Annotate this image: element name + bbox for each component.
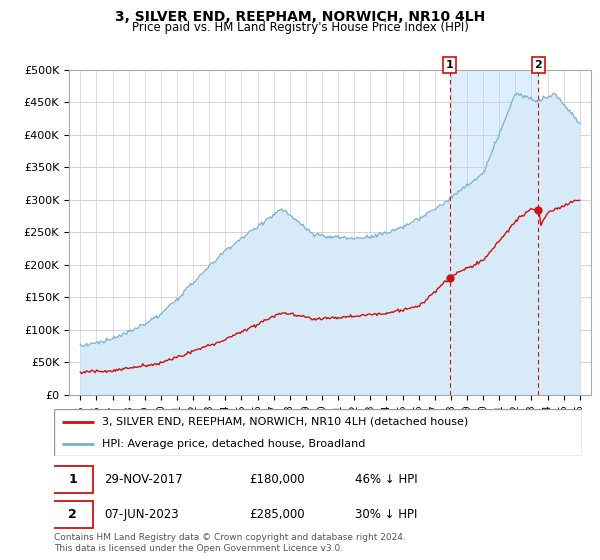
- Text: 1: 1: [446, 60, 454, 70]
- Bar: [449, 70, 538, 395]
- Text: £180,000: £180,000: [250, 473, 305, 486]
- Text: HPI: Average price, detached house, Broadland: HPI: Average price, detached house, Broa…: [101, 438, 365, 449]
- Text: 3, SILVER END, REEPHAM, NORWICH, NR10 4LH (detached house): 3, SILVER END, REEPHAM, NORWICH, NR10 4L…: [101, 417, 468, 427]
- FancyBboxPatch shape: [53, 501, 92, 528]
- Text: 2: 2: [68, 508, 77, 521]
- Text: 2: 2: [535, 60, 542, 70]
- Text: 30% ↓ HPI: 30% ↓ HPI: [355, 508, 418, 521]
- Text: 29-NOV-2017: 29-NOV-2017: [104, 473, 183, 486]
- Text: 46% ↓ HPI: 46% ↓ HPI: [355, 473, 418, 486]
- Text: 3, SILVER END, REEPHAM, NORWICH, NR10 4LH: 3, SILVER END, REEPHAM, NORWICH, NR10 4L…: [115, 10, 485, 24]
- Text: £285,000: £285,000: [250, 508, 305, 521]
- Text: Price paid vs. HM Land Registry's House Price Index (HPI): Price paid vs. HM Land Registry's House …: [131, 21, 469, 34]
- Text: Contains HM Land Registry data © Crown copyright and database right 2024.
This d: Contains HM Land Registry data © Crown c…: [54, 533, 406, 553]
- Text: 1: 1: [68, 473, 77, 486]
- Text: 07-JUN-2023: 07-JUN-2023: [104, 508, 179, 521]
- FancyBboxPatch shape: [53, 466, 92, 493]
